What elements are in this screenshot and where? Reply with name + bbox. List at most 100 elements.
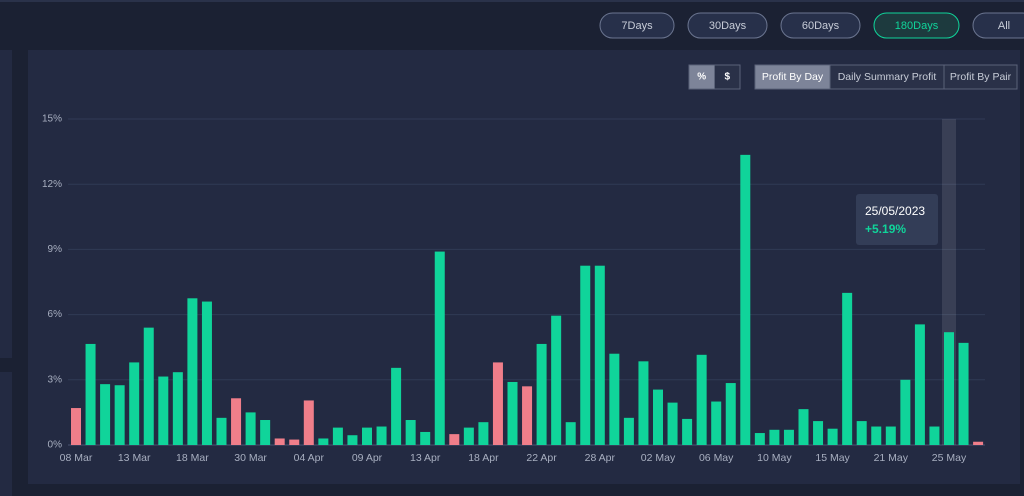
x-tick-label: 28 Apr <box>585 452 616 464</box>
controls: 7Days 30Days 60Days 180Days All% $ Profit By D… <box>599 12 1024 90</box>
bar <box>900 379 911 445</box>
bar <box>769 429 780 445</box>
bar <box>813 421 824 445</box>
tab-label: Profit By Pair <box>950 71 1012 83</box>
bar <box>274 438 285 445</box>
bar <box>711 401 722 445</box>
unit-toggle-label: $ <box>724 72 730 83</box>
bar <box>638 361 649 445</box>
bar <box>434 251 445 445</box>
x-tick-label: 15 May <box>815 452 850 464</box>
bar <box>958 342 969 445</box>
tab[interactable] <box>943 64 1018 90</box>
bar <box>522 386 533 445</box>
bar <box>885 426 896 445</box>
bar <box>914 324 925 445</box>
bar <box>231 398 242 445</box>
bar <box>609 353 620 445</box>
bar <box>623 417 634 445</box>
x-tick-label: 10 May <box>757 452 792 464</box>
chart: 0% 3% 6% 9% 12% 15% 08 Mar 13 Mar 18 Mar 30 Mar 04… <box>42 114 985 464</box>
range-button[interactable] <box>599 12 675 39</box>
side-panel <box>0 372 12 496</box>
bar <box>187 298 198 445</box>
bar <box>463 427 474 445</box>
bar <box>289 439 300 445</box>
bar <box>798 409 809 445</box>
bar <box>172 372 183 445</box>
range-button-label: 60Days <box>802 20 840 32</box>
bar <box>754 433 765 445</box>
bar <box>783 429 794 445</box>
bar <box>114 385 125 445</box>
x-tick-label: 13 Mar <box>118 452 151 464</box>
bar <box>318 438 329 445</box>
y-tick-label: 3% <box>48 374 63 385</box>
bar <box>594 265 605 445</box>
bar <box>667 402 678 445</box>
bar <box>449 434 460 445</box>
bar <box>536 343 547 445</box>
range-button-label: All <box>998 20 1010 32</box>
x-tick-label: 30 Mar <box>234 452 267 464</box>
bar <box>827 428 838 445</box>
range-button[interactable] <box>780 12 861 39</box>
x-tick-label: 04 Apr <box>294 452 325 464</box>
tab-label: Daily Summary Profit <box>838 71 937 83</box>
bar <box>420 431 431 445</box>
top-edge <box>0 0 1024 2</box>
y-tick-label: 9% <box>48 244 63 255</box>
bar <box>740 154 751 446</box>
bar <box>347 435 358 445</box>
bar <box>303 400 314 445</box>
bar <box>696 354 707 445</box>
bar <box>507 381 518 445</box>
bar <box>565 422 576 445</box>
bar <box>100 384 111 445</box>
bar <box>871 426 882 445</box>
range-button[interactable] <box>687 12 768 39</box>
bar <box>973 441 984 445</box>
tab-label: Profit By Day <box>762 71 824 83</box>
x-tick-label: 18 Apr <box>468 452 499 464</box>
y-tick-label: 15% <box>42 114 62 125</box>
unit-toggle[interactable] <box>714 64 741 90</box>
range-button[interactable] <box>873 12 960 39</box>
range-button-label: 30Days <box>709 20 747 32</box>
bar <box>478 422 489 445</box>
bar <box>71 408 81 445</box>
bar <box>143 327 154 445</box>
bar <box>856 421 867 445</box>
bar <box>362 427 372 445</box>
bar <box>260 420 271 445</box>
bar <box>842 292 853 445</box>
x-tick-label: 18 Mar <box>176 452 209 464</box>
tab[interactable] <box>829 64 945 90</box>
range-button-label: 7Days <box>621 20 653 32</box>
x-tick-label: 25 May <box>932 452 967 464</box>
x-tick-label: 09 Apr <box>352 452 383 464</box>
bar <box>580 265 591 445</box>
y-tick-label: 12% <box>42 179 62 190</box>
bar <box>551 315 562 445</box>
bar <box>85 343 96 445</box>
y-tick-label: 0% <box>48 440 63 451</box>
bar <box>653 389 663 445</box>
range-button[interactable] <box>972 12 1024 39</box>
bar <box>158 376 169 445</box>
tab[interactable] <box>754 64 831 90</box>
bar <box>216 417 227 445</box>
bar <box>201 301 212 445</box>
tooltip-value: +5.19% <box>865 222 906 236</box>
bar <box>332 427 343 445</box>
y-tick-label: 6% <box>48 309 63 320</box>
tooltip <box>856 194 938 245</box>
side-panel <box>0 50 12 358</box>
x-tick-label: 08 Mar <box>60 452 93 464</box>
bar <box>376 426 387 445</box>
bar <box>245 412 256 445</box>
x-tick-label: 22 Apr <box>526 452 557 464</box>
x-tick-label: 13 Apr <box>410 452 441 464</box>
unit-toggle-label: % <box>697 72 706 83</box>
